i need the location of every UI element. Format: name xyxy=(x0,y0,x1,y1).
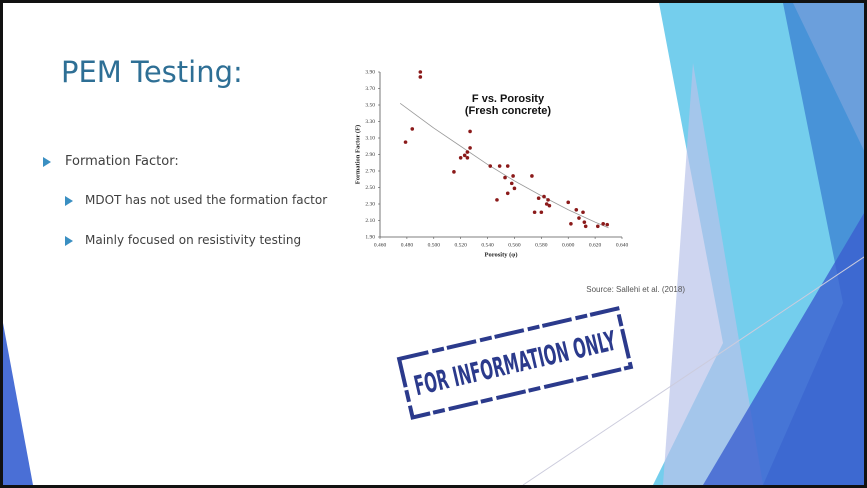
x-tick-label: 0.520 xyxy=(454,242,467,248)
bullet: Formation Factor: xyxy=(65,154,179,169)
point xyxy=(577,216,581,220)
x-tick-label: 0.500 xyxy=(428,242,441,248)
bullet-icon xyxy=(65,196,73,206)
y-tick-label: 2.50 xyxy=(365,185,375,191)
stamp: FOR INFORMATION ONLY xyxy=(399,309,631,418)
x-tick-label: 0.560 xyxy=(508,242,521,248)
y-tick-label: 3.50 xyxy=(365,102,375,108)
x-tick-label: 0.640 xyxy=(616,242,629,248)
point xyxy=(533,210,537,214)
point xyxy=(463,154,467,158)
x-tick-label: 0.600 xyxy=(562,242,575,248)
point xyxy=(511,174,515,178)
point xyxy=(542,195,546,199)
point xyxy=(584,224,588,228)
point xyxy=(466,156,470,160)
point xyxy=(419,70,423,74)
y-tick-label: 2.10 xyxy=(365,218,375,224)
point xyxy=(537,196,541,200)
source-note: Source: Sallehi et al. (2018) xyxy=(586,285,685,294)
y-tick-label: 3.10 xyxy=(365,135,375,141)
point xyxy=(495,198,499,202)
stamp-text: FOR INFORMATION ONLY xyxy=(411,326,619,403)
point xyxy=(581,210,585,214)
point xyxy=(452,170,456,174)
point xyxy=(530,174,534,178)
y-tick-label: 2.70 xyxy=(365,168,375,174)
bullet-icon xyxy=(43,157,51,167)
point xyxy=(466,150,470,154)
point xyxy=(513,187,517,191)
point xyxy=(574,208,578,212)
chart-title: F vs. Porosity xyxy=(472,93,545,105)
bullet-icon xyxy=(65,236,73,246)
x-tick-label: 0.580 xyxy=(535,242,548,248)
point xyxy=(459,156,463,160)
point xyxy=(503,176,507,180)
point xyxy=(583,220,587,224)
x-tick-label: 0.480 xyxy=(401,242,414,248)
point xyxy=(506,191,510,195)
chart-title: (Fresh concrete) xyxy=(465,105,552,117)
decor-shape xyxy=(3,323,33,485)
point xyxy=(548,204,552,208)
point xyxy=(410,127,414,131)
x-tick-label: 0.620 xyxy=(589,242,602,248)
y-axis-label: Formation Factor (F) xyxy=(354,125,361,184)
slide: 1.90 2.10 2.30 2.50 2.70 2.90 3.10 3.30 3.50 3.70… xyxy=(0,0,867,488)
point xyxy=(569,222,573,226)
x-tick-label: 0.540 xyxy=(481,242,494,248)
point xyxy=(498,164,502,168)
point xyxy=(596,224,600,228)
point xyxy=(419,75,423,79)
point xyxy=(601,222,605,226)
point xyxy=(546,198,550,202)
slide-title: PEM Testing: xyxy=(61,55,243,89)
sub-bullet: MDOT has not used the formation factor xyxy=(85,192,345,208)
point xyxy=(506,164,510,168)
point xyxy=(566,201,570,205)
point xyxy=(540,210,544,214)
y-tick-label: 2.90 xyxy=(365,152,375,158)
y-tick-label: 3.90 xyxy=(365,69,375,75)
y-tick-label: 3.70 xyxy=(365,86,375,92)
y-tick-label: 1.90 xyxy=(365,234,375,240)
point xyxy=(468,146,472,150)
x-axis-label: Porosity (φ) xyxy=(485,251,518,258)
y-tick-label: 3.30 xyxy=(365,119,375,125)
point xyxy=(488,164,492,168)
point xyxy=(605,223,609,227)
sub-bullet: Mainly focused on resistivity testing xyxy=(85,232,345,248)
x-tick-label: 0.460 xyxy=(374,242,387,248)
point xyxy=(404,140,408,144)
point xyxy=(468,130,472,134)
y-tick-label: 2.30 xyxy=(365,201,375,207)
point xyxy=(510,182,514,186)
